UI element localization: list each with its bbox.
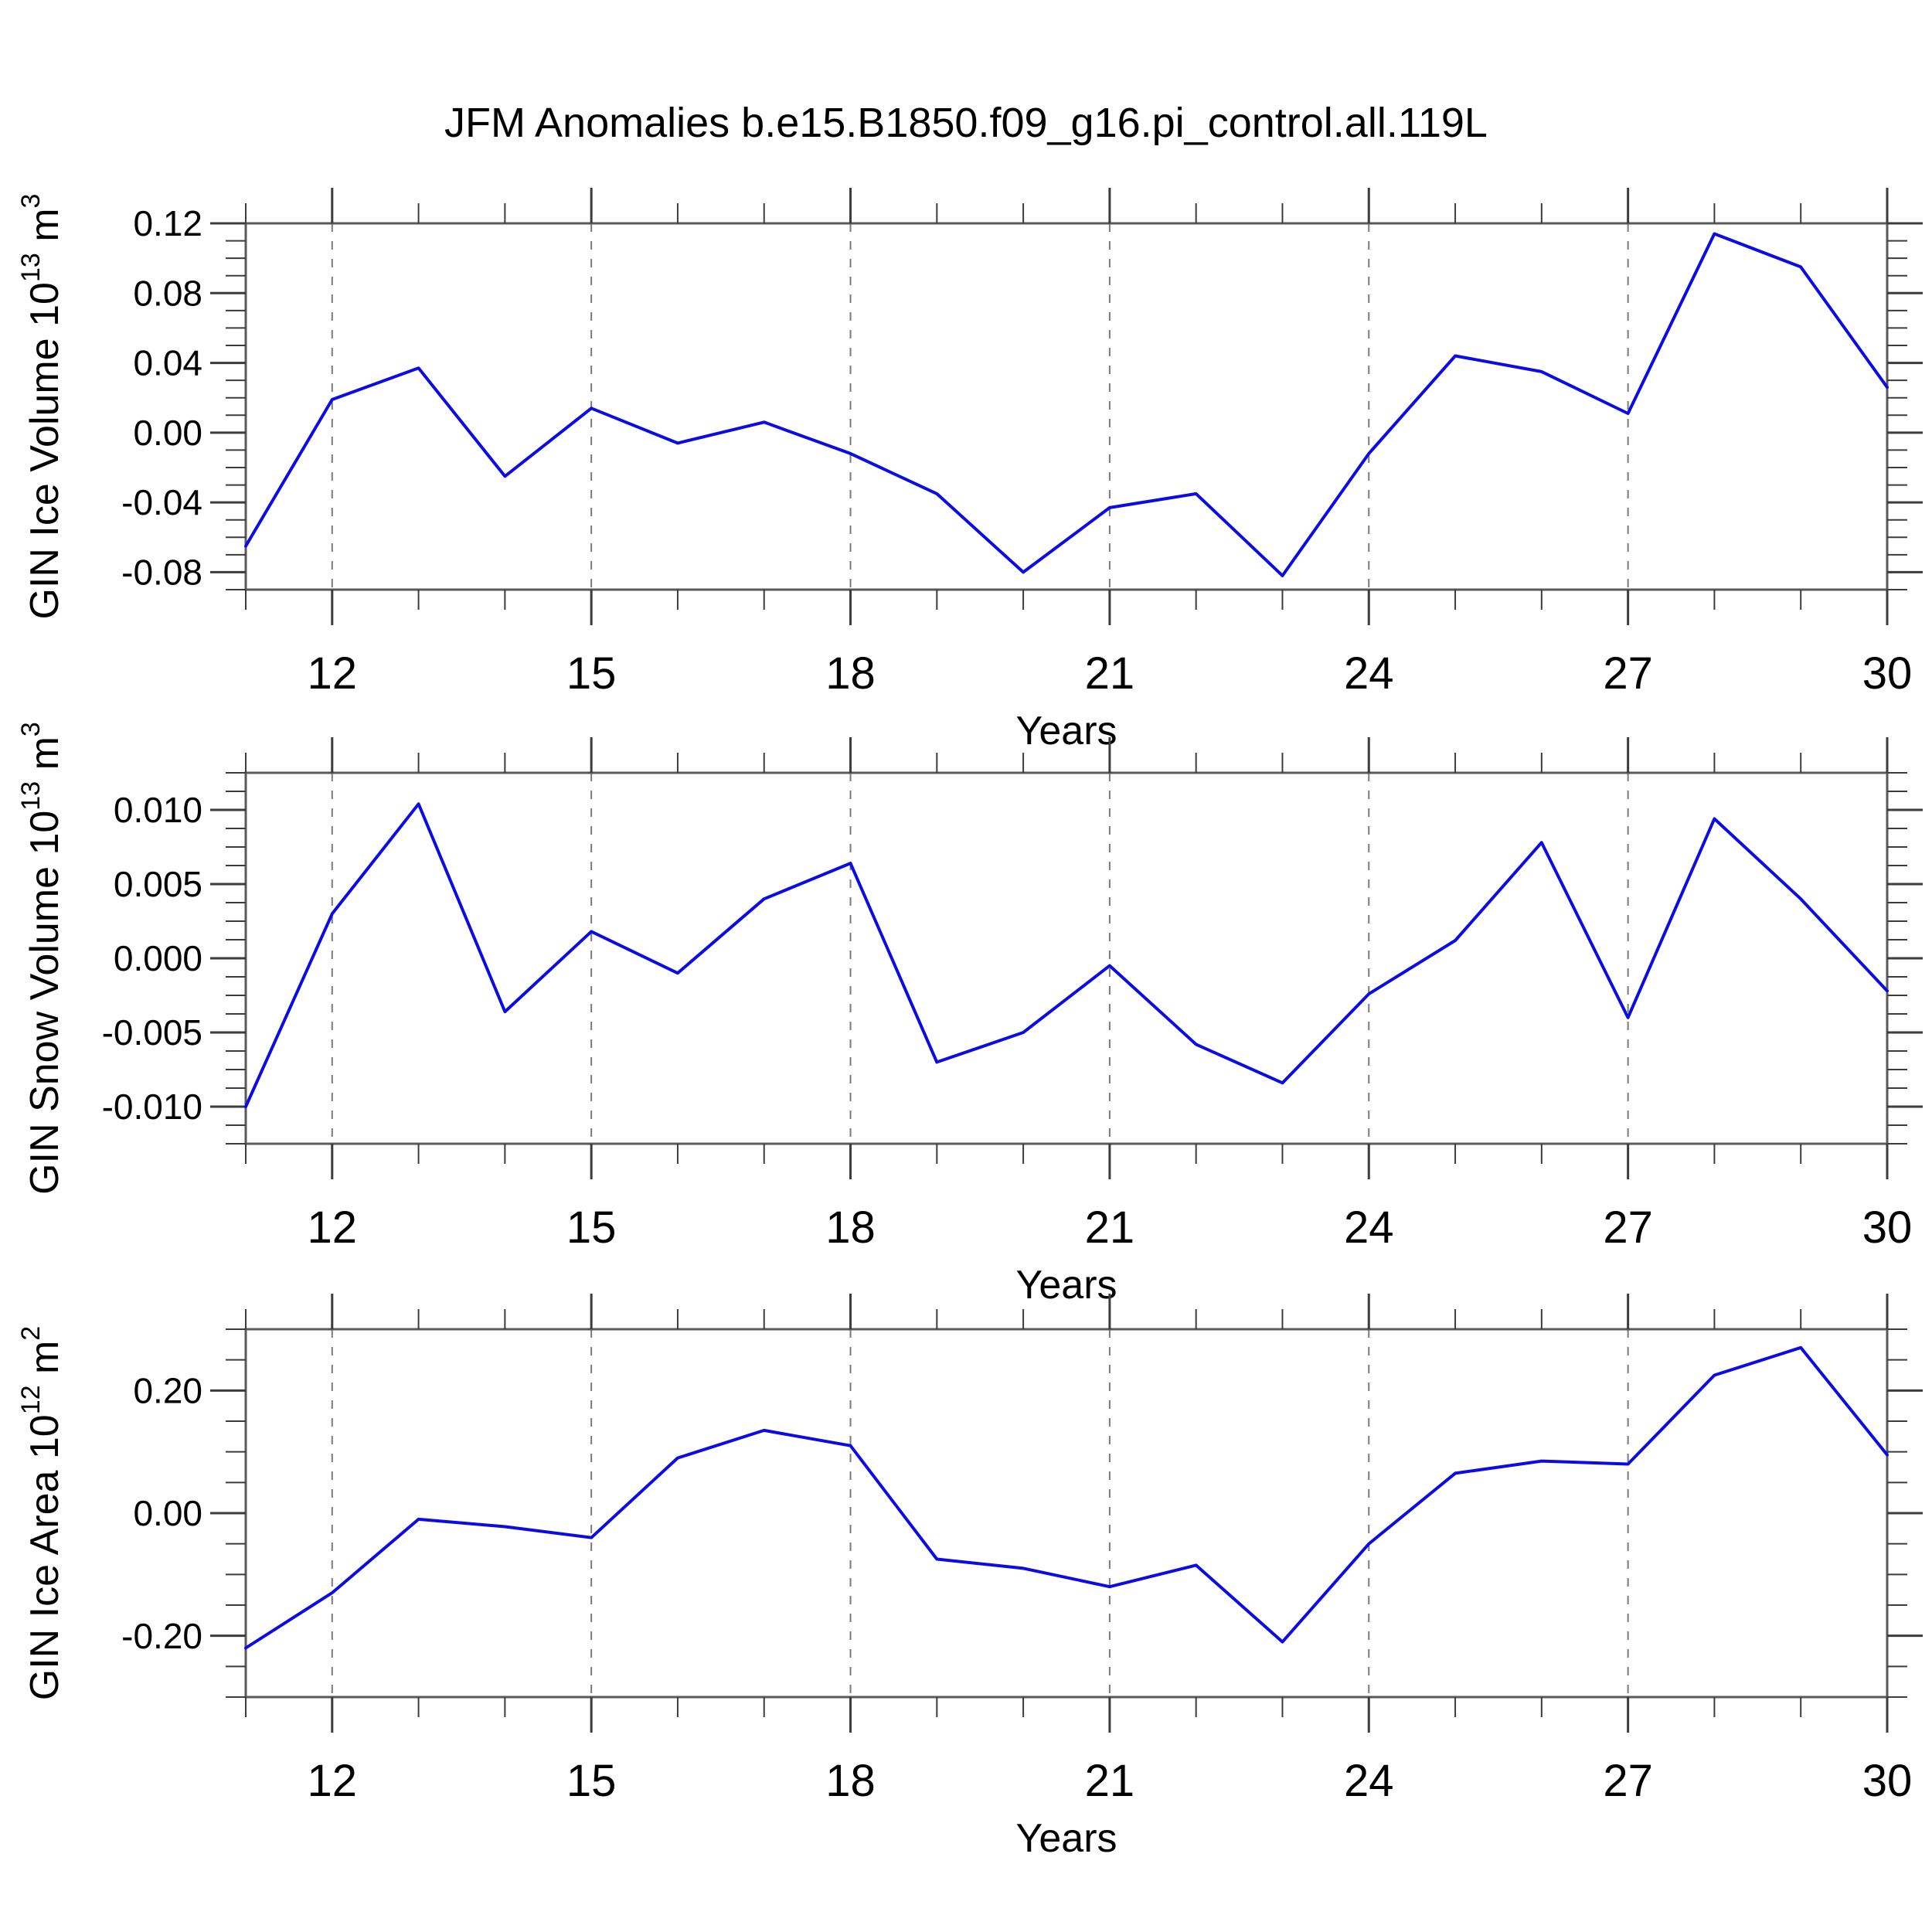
figure-title: JFM Anomalies b.e15.B1850.f09_g16.pi_con… bbox=[444, 100, 1488, 146]
x-tick-label: 27 bbox=[1603, 1756, 1653, 1806]
x-tick-label: 21 bbox=[1085, 648, 1135, 699]
y-tick-label: -0.04 bbox=[121, 482, 202, 522]
y-tick-label: 0.04 bbox=[133, 343, 202, 383]
x-tick-label: 18 bbox=[825, 1202, 876, 1253]
y-tick-label: -0.005 bbox=[102, 1012, 202, 1053]
data-line-ice-volume bbox=[244, 232, 1889, 577]
x-tick-label: 24 bbox=[1344, 1202, 1394, 1253]
y-axis-title-base: GIN Ice Area 10 bbox=[22, 1414, 67, 1700]
x-tick-label: 30 bbox=[1862, 1756, 1913, 1806]
x-axis-title: Years bbox=[1015, 1263, 1117, 1308]
chart-ice-area: 0.20 0.00 -0.20 12 15 18 21 24 27 30 Years GIN Ice … bbox=[16, 1294, 1923, 1861]
y-tick-label: 0.00 bbox=[133, 1493, 202, 1533]
y-axis-title-unit-exponent: 2 bbox=[16, 1326, 46, 1341]
chart-ice-volume: 0.12 0.08 0.04 0.00 -0.04 -0.08 12 15 18 21 24 27 30… bbox=[16, 188, 1923, 753]
y-axis-title-exponent: 13 bbox=[16, 781, 46, 811]
data-line-ice-area bbox=[244, 1345, 1889, 1650]
y-axis-title-unit-exponent: 3 bbox=[16, 722, 46, 736]
y-tick-label: 0.12 bbox=[133, 203, 202, 243]
y-axis-title-unit: m bbox=[22, 208, 67, 253]
y-axis-title-base: GIN Ice Volume 10 bbox=[22, 282, 67, 619]
x-tick-label: 24 bbox=[1344, 1756, 1394, 1806]
y-tick-label: 0.005 bbox=[114, 864, 202, 904]
x-tick-label: 21 bbox=[1085, 1202, 1135, 1253]
x-tick-label: 12 bbox=[308, 1756, 358, 1806]
y-axis-title: GIN Ice Volume 1013 m3 bbox=[16, 194, 67, 620]
x-tick-label: 15 bbox=[566, 1202, 617, 1253]
plot-frame bbox=[244, 222, 1889, 591]
x-tick-label: 18 bbox=[825, 1756, 876, 1806]
plot-frame bbox=[244, 771, 1889, 1145]
y-axis-title-exponent: 13 bbox=[16, 253, 46, 282]
x-tick-label: 30 bbox=[1862, 1202, 1913, 1253]
x-tick-label: 27 bbox=[1603, 1202, 1653, 1253]
x-tick-label: 15 bbox=[566, 1756, 617, 1806]
x-tick-label: 30 bbox=[1862, 648, 1913, 699]
y-axis-title-exponent: 12 bbox=[16, 1385, 46, 1414]
y-tick-label: 0.000 bbox=[114, 938, 202, 978]
y-axis-title-unit: m bbox=[22, 736, 67, 781]
x-axis-title: Years bbox=[1015, 709, 1117, 753]
y-axis-title-base: GIN Snow Volume 10 bbox=[22, 811, 67, 1195]
y-tick-label: -0.20 bbox=[121, 1616, 202, 1656]
y-tick-label: 0.010 bbox=[114, 790, 202, 830]
y-tick-label: -0.010 bbox=[102, 1087, 202, 1127]
x-tick-label: 27 bbox=[1603, 648, 1653, 699]
chart-snow-volume: 0.010 0.005 0.000 -0.005 -0.010 12 15 18 21 24 27 3… bbox=[16, 722, 1923, 1308]
data-line-snow-volume bbox=[244, 802, 1889, 1108]
plot-frame bbox=[244, 1328, 1889, 1699]
y-tick-label: 0.20 bbox=[133, 1370, 202, 1410]
y-tick-label: 0.08 bbox=[133, 273, 202, 313]
x-tick-label: 12 bbox=[308, 1202, 358, 1253]
x-tick-label: 12 bbox=[308, 648, 358, 699]
y-axis-title: GIN Ice Area 1012 m2 bbox=[16, 1326, 67, 1700]
y-axis-title-unit: m bbox=[22, 1341, 67, 1386]
x-tick-label: 21 bbox=[1085, 1756, 1135, 1806]
y-tick-label: 0.00 bbox=[133, 413, 202, 453]
y-axis-title: GIN Snow Volume 1013 m3 bbox=[16, 722, 67, 1195]
x-tick-label: 15 bbox=[566, 648, 617, 699]
x-axis-title: Years bbox=[1015, 1816, 1117, 1861]
y-tick-label: -0.08 bbox=[121, 553, 202, 593]
x-tick-label: 24 bbox=[1344, 648, 1394, 699]
y-axis-title-unit-exponent: 3 bbox=[16, 194, 46, 209]
x-tick-label: 18 bbox=[825, 648, 876, 699]
